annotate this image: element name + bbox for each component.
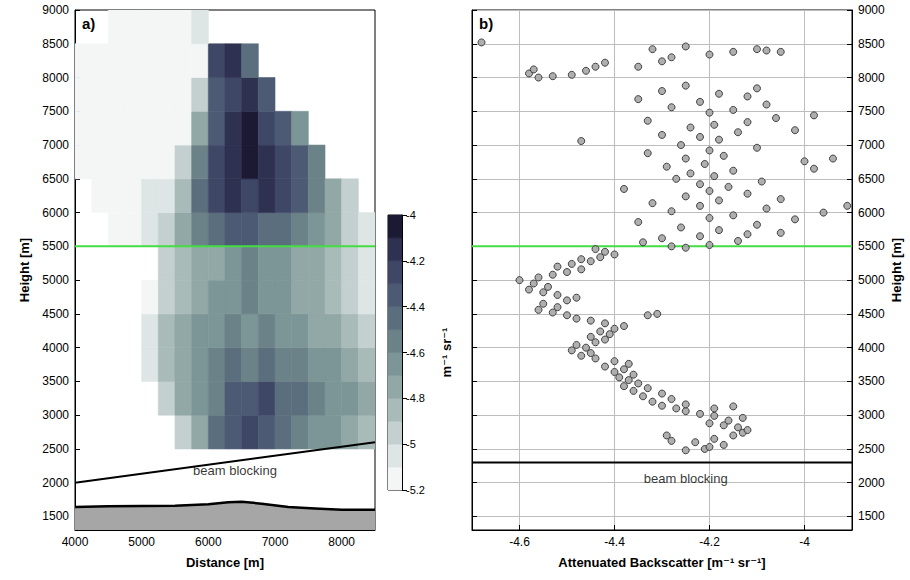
svg-text:6000: 6000	[858, 206, 885, 220]
svg-text:-5: -5	[406, 438, 416, 450]
svg-text:-4: -4	[799, 535, 810, 549]
svg-text:4000: 4000	[858, 341, 885, 355]
svg-text:b): b)	[479, 15, 493, 32]
svg-text:4000: 4000	[42, 341, 69, 355]
svg-text:6000: 6000	[42, 206, 69, 220]
svg-text:8500: 8500	[858, 37, 885, 51]
svg-text:-4.4: -4.4	[604, 535, 625, 549]
svg-text:-4.6: -4.6	[406, 347, 425, 359]
svg-text:Height [m]: Height [m]	[889, 238, 904, 302]
svg-text:3500: 3500	[42, 374, 69, 388]
svg-text:6500: 6500	[858, 172, 885, 186]
svg-text:beam blocking: beam blocking	[193, 463, 277, 478]
svg-text:Attenuated Backscatter [m⁻¹ sr: Attenuated Backscatter [m⁻¹ sr⁻¹]	[558, 555, 765, 570]
svg-text:8000: 8000	[42, 71, 69, 85]
svg-text:-4.2: -4.2	[406, 255, 425, 267]
svg-text:8000: 8000	[328, 535, 355, 549]
svg-text:m⁻¹ sr⁻¹: m⁻¹ sr⁻¹	[439, 328, 454, 378]
svg-text:5500: 5500	[42, 239, 69, 253]
svg-text:2500: 2500	[42, 442, 69, 456]
svg-text:5000: 5000	[858, 273, 885, 287]
svg-text:-4.2: -4.2	[699, 535, 720, 549]
svg-text:9000: 9000	[42, 3, 69, 17]
svg-text:4500: 4500	[42, 307, 69, 321]
svg-text:2500: 2500	[858, 442, 885, 456]
svg-text:1500: 1500	[42, 509, 69, 523]
svg-text:7000: 7000	[42, 138, 69, 152]
svg-text:7500: 7500	[42, 104, 69, 118]
svg-text:7500: 7500	[858, 104, 885, 118]
svg-text:4500: 4500	[858, 307, 885, 321]
svg-text:2000: 2000	[858, 476, 885, 490]
svg-text:3500: 3500	[858, 374, 885, 388]
svg-text:5500: 5500	[858, 239, 885, 253]
svg-text:3000: 3000	[858, 408, 885, 422]
svg-text:-5.2: -5.2	[406, 484, 425, 496]
svg-text:2000: 2000	[42, 476, 69, 490]
svg-text:8000: 8000	[858, 71, 885, 85]
svg-text:5000: 5000	[42, 273, 69, 287]
svg-text:3000: 3000	[42, 408, 69, 422]
svg-text:7000: 7000	[858, 138, 885, 152]
svg-text:beam blocking: beam blocking	[644, 471, 728, 486]
svg-text:5000: 5000	[128, 535, 155, 549]
svg-text:-4: -4	[406, 209, 416, 221]
svg-text:4000: 4000	[62, 535, 89, 549]
svg-text:7000: 7000	[262, 535, 289, 549]
svg-text:Height [m]: Height [m]	[17, 238, 32, 302]
svg-text:-4.8: -4.8	[406, 392, 425, 404]
svg-text:8500: 8500	[42, 37, 69, 51]
svg-text:Distance [m]: Distance [m]	[186, 555, 264, 570]
svg-text:-4.4: -4.4	[406, 301, 425, 313]
svg-text:a): a)	[82, 15, 95, 32]
svg-text:9000: 9000	[858, 3, 885, 17]
svg-text:6500: 6500	[42, 172, 69, 186]
svg-text:1500: 1500	[858, 509, 885, 523]
svg-text:6000: 6000	[195, 535, 222, 549]
svg-text:-4.6: -4.6	[509, 535, 530, 549]
